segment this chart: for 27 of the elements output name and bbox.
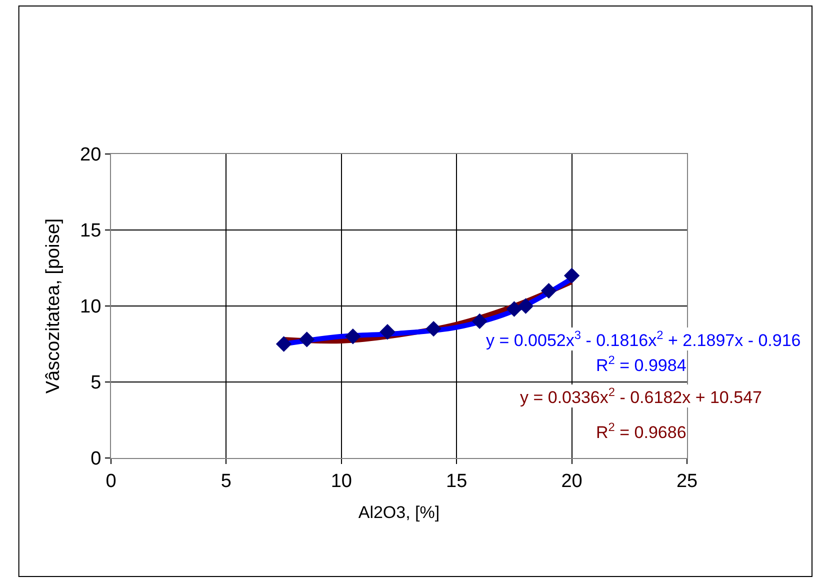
point (506, 301, 522, 317)
y-axis-title: Vâscozitatea, [poise] (42, 218, 64, 394)
point (564, 268, 580, 284)
point (380, 324, 396, 340)
point (276, 336, 292, 352)
x-axis-title: Al2O3, [%] (358, 503, 440, 522)
x-tick-label: 10 (330, 470, 352, 492)
point (541, 283, 556, 298)
point (426, 321, 442, 336)
annotation: R$^{2}$ = 0.9686 (596, 420, 686, 442)
point (518, 298, 534, 314)
y-tick-label: 0 (90, 448, 102, 470)
y-tick-label: 20 (80, 144, 102, 166)
y-tick-label: 15 (80, 220, 102, 242)
x-tick-label: 25 (676, 470, 698, 492)
point (472, 314, 488, 329)
y-tick-label: 10 (80, 296, 102, 318)
x-tick-label: 20 (561, 470, 582, 492)
x-tick-label: 15 (446, 470, 468, 492)
x-tick-label: 5 (220, 470, 232, 492)
point (345, 328, 361, 344)
y-tick-label: 5 (90, 372, 102, 394)
x-tick-label: 0 (106, 470, 116, 492)
annotation: y = 0.0052x$^{3}$ - 0.1816x$^{2}$ + 2.1897x - 0.916 (486, 328, 801, 350)
annotation: y = 0.0336x$^{2}$ - 0.6182x + 10.547 (520, 385, 762, 408)
point (299, 332, 314, 348)
annotation: R$^{2}$ = 0.9984 (596, 353, 686, 376)
